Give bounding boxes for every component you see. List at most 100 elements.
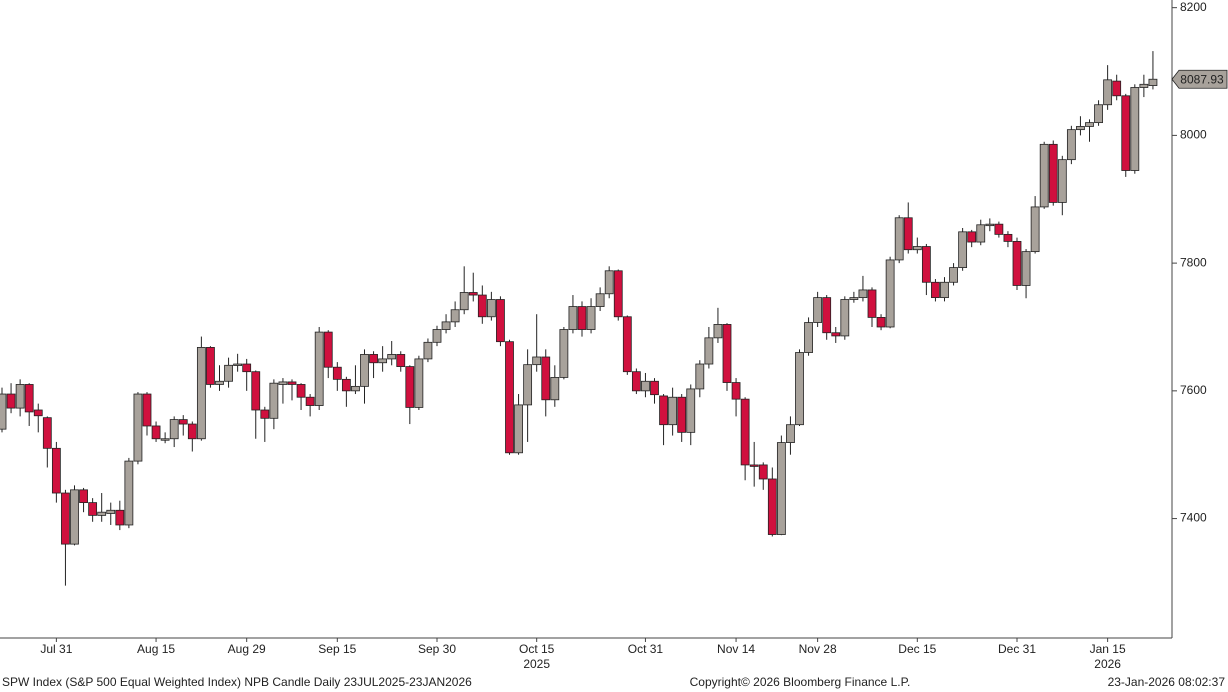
candle-body — [1030, 206, 1040, 253]
candle-body — [0, 393, 7, 430]
candle-body — [133, 393, 143, 462]
candle-body — [921, 246, 931, 283]
candle-body — [15, 384, 25, 409]
candle-body — [242, 363, 252, 373]
candle-body — [1130, 87, 1140, 171]
candle-body — [704, 337, 714, 365]
candle-body — [976, 224, 986, 243]
candle-body — [61, 492, 70, 545]
candle-body — [876, 317, 886, 328]
y-tick-label: 8200 — [1180, 0, 1207, 14]
candle-body — [831, 332, 841, 337]
candle-body — [1121, 95, 1131, 171]
candle-body — [423, 341, 433, 360]
candle-body — [985, 223, 995, 227]
x-tick-label: Jan 15 — [1090, 642, 1126, 656]
candle-body — [767, 478, 777, 535]
candle-body — [822, 297, 832, 334]
candle-body — [731, 382, 741, 400]
candle-body — [6, 393, 16, 409]
candle-body — [405, 366, 415, 408]
candle-body — [958, 231, 968, 268]
candle-body — [1112, 80, 1122, 97]
candle-body — [758, 464, 768, 480]
candle-body — [79, 489, 88, 504]
candle-body — [613, 270, 623, 318]
x-tick-label: Oct 15 — [519, 642, 555, 656]
x-tick-label: Dec 15 — [898, 642, 936, 656]
candle-body — [341, 378, 351, 392]
candle-body — [215, 380, 224, 385]
candle-body — [1085, 122, 1094, 127]
candle-body — [477, 294, 487, 318]
candle-body — [514, 404, 523, 454]
footer-center: Copyright© 2026 Bloomberg Finance L.P. — [690, 675, 911, 689]
candle-body — [1003, 233, 1013, 242]
candle-body — [233, 363, 243, 366]
candle-body — [568, 306, 578, 330]
candle-body — [631, 371, 641, 392]
candle-body — [885, 259, 895, 328]
x-tick-label: Dec 31 — [998, 642, 1036, 656]
candle-body — [595, 293, 605, 307]
candle-body — [795, 352, 804, 426]
candle-body — [804, 322, 813, 353]
last-price-label: 8087.93 — [1180, 72, 1224, 86]
x-tick-label: Nov 14 — [717, 642, 755, 656]
candle-body — [505, 341, 514, 454]
candle-body — [813, 297, 823, 323]
last-price-marker — [1171, 69, 1228, 89]
candle-body — [106, 509, 116, 514]
x-tick-label: Nov 28 — [799, 642, 837, 656]
candle-body — [296, 384, 306, 398]
candle-body — [931, 281, 940, 299]
candle-body — [840, 299, 850, 337]
candle-body — [940, 281, 949, 299]
candle-body — [414, 358, 424, 408]
candle-body — [867, 289, 877, 318]
candle-body — [1021, 251, 1031, 286]
candle-body — [1076, 126, 1085, 131]
candle-body — [70, 489, 79, 545]
candle-body — [622, 316, 632, 373]
candle-body — [858, 289, 868, 299]
candle-body — [949, 267, 958, 283]
candle-body — [332, 366, 342, 380]
candle-body — [496, 299, 505, 343]
candle-body — [187, 423, 197, 440]
candle-body — [88, 502, 98, 516]
candle-body — [396, 354, 406, 367]
candle-body — [604, 270, 614, 295]
x-tick-label: Sep 15 — [318, 642, 356, 656]
candle-body — [740, 398, 750, 466]
candle-body — [677, 396, 687, 433]
candle-body — [749, 464, 759, 467]
candle-body — [722, 324, 732, 383]
candle-body — [1094, 104, 1103, 124]
candle-body — [586, 306, 596, 330]
candle-body — [169, 419, 179, 440]
candle-body — [178, 419, 188, 425]
candle-body — [24, 384, 34, 413]
candle-body — [550, 377, 560, 401]
year-label: 2026 — [1094, 657, 1121, 671]
candle-body — [432, 329, 442, 343]
candle-body — [1012, 241, 1022, 286]
candle-body — [323, 331, 333, 368]
candle-body — [1057, 159, 1067, 203]
candle-body — [894, 217, 904, 261]
candle-body — [196, 347, 206, 440]
candle-body — [387, 354, 397, 360]
x-tick-label: Aug 15 — [137, 642, 175, 656]
candle-body — [1066, 129, 1076, 161]
candle-body — [97, 511, 107, 516]
candle-body — [206, 347, 215, 385]
candle-body — [523, 364, 533, 406]
candle-body — [659, 395, 668, 426]
candle-body — [1148, 78, 1158, 86]
candle-body — [351, 385, 360, 392]
year-label: 2025 — [523, 657, 550, 671]
candle-body — [378, 358, 388, 364]
candle-body — [450, 309, 460, 323]
